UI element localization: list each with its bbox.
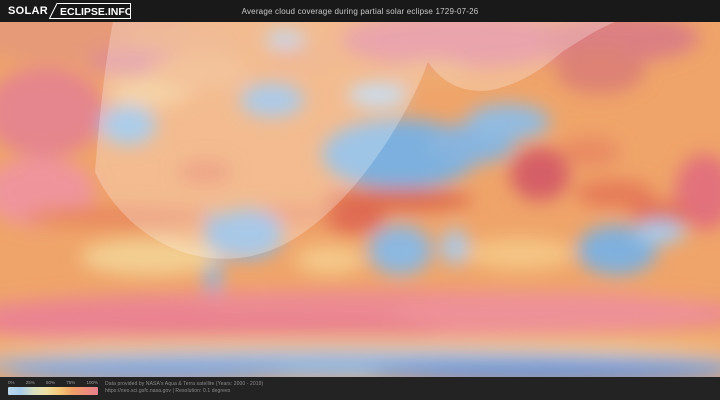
logo-text-solar: SOLAR bbox=[8, 5, 48, 17]
cloud-coverage-map[interactable] bbox=[0, 22, 720, 377]
legend-gradient bbox=[8, 387, 98, 395]
legend-tick-labels: 0% 25% 50% 75% 100% bbox=[8, 380, 98, 385]
legend-tick: 100% bbox=[86, 380, 98, 385]
eclipse-visibility-overlay bbox=[95, 22, 615, 259]
legend-tick: 75% bbox=[66, 380, 76, 385]
site-logo[interactable]: SOLAR ECLIPSE.INFO bbox=[8, 3, 131, 19]
legend-tick: 0% bbox=[8, 380, 15, 385]
logo-text-eclipse: ECLIPSE.INFO bbox=[60, 6, 131, 18]
data-attribution: Data provided by NASA's Aqua & Terra sat… bbox=[105, 381, 263, 394]
legend-tick: 50% bbox=[45, 380, 55, 385]
world-heatmap bbox=[0, 22, 720, 377]
logo-box: ECLIPSE.INFO bbox=[49, 3, 131, 19]
footer-bar: 0% 25% 50% 75% 100% Data provided by NAS… bbox=[0, 377, 720, 400]
header-bar: SOLAR ECLIPSE.INFO Average cloud coverag… bbox=[0, 0, 720, 22]
legend-tick: 25% bbox=[25, 380, 35, 385]
attribution-line-2: https://neo.sci.gsfc.nasa.gov | Resoluti… bbox=[105, 387, 231, 394]
attribution-line-1: Data provided by NASA's Aqua & Terra sat… bbox=[105, 381, 264, 387]
cloud-coverage-legend: 0% 25% 50% 75% 100% bbox=[8, 380, 98, 395]
